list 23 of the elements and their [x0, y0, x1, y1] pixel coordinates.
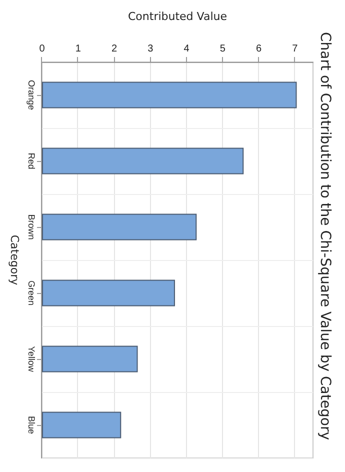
bar — [42, 346, 138, 372]
bar — [42, 280, 175, 306]
x-tick-label: 5 — [220, 44, 226, 54]
y-tick-label: Green — [26, 280, 36, 306]
x-tick-label: 2 — [111, 44, 118, 54]
bar — [42, 148, 244, 174]
text: Chart of Contribution to the Chi-Square Value by Category — [317, 32, 333, 440]
bar — [42, 214, 197, 240]
y-tick-label: Brown — [26, 214, 36, 240]
x-tick-label: 3 — [148, 44, 154, 54]
x-tick-label: 7 — [292, 44, 298, 54]
y-tick-label: Orange — [26, 80, 36, 110]
y-tick-label: Red — [26, 152, 36, 170]
y-tick-label: Blue — [26, 416, 36, 434]
bar — [42, 82, 297, 108]
x-tick-label: 4 — [184, 44, 190, 54]
x-tick-label: 1 — [75, 44, 82, 54]
bar — [42, 412, 122, 438]
y-tick-label: Yellow — [26, 346, 36, 372]
x-tick-label: 6 — [256, 44, 262, 54]
x-axis-title: Contributed Value — [128, 10, 228, 23]
y-axis-title: Category — [8, 234, 21, 286]
x-tick-label: 0 — [39, 44, 46, 54]
